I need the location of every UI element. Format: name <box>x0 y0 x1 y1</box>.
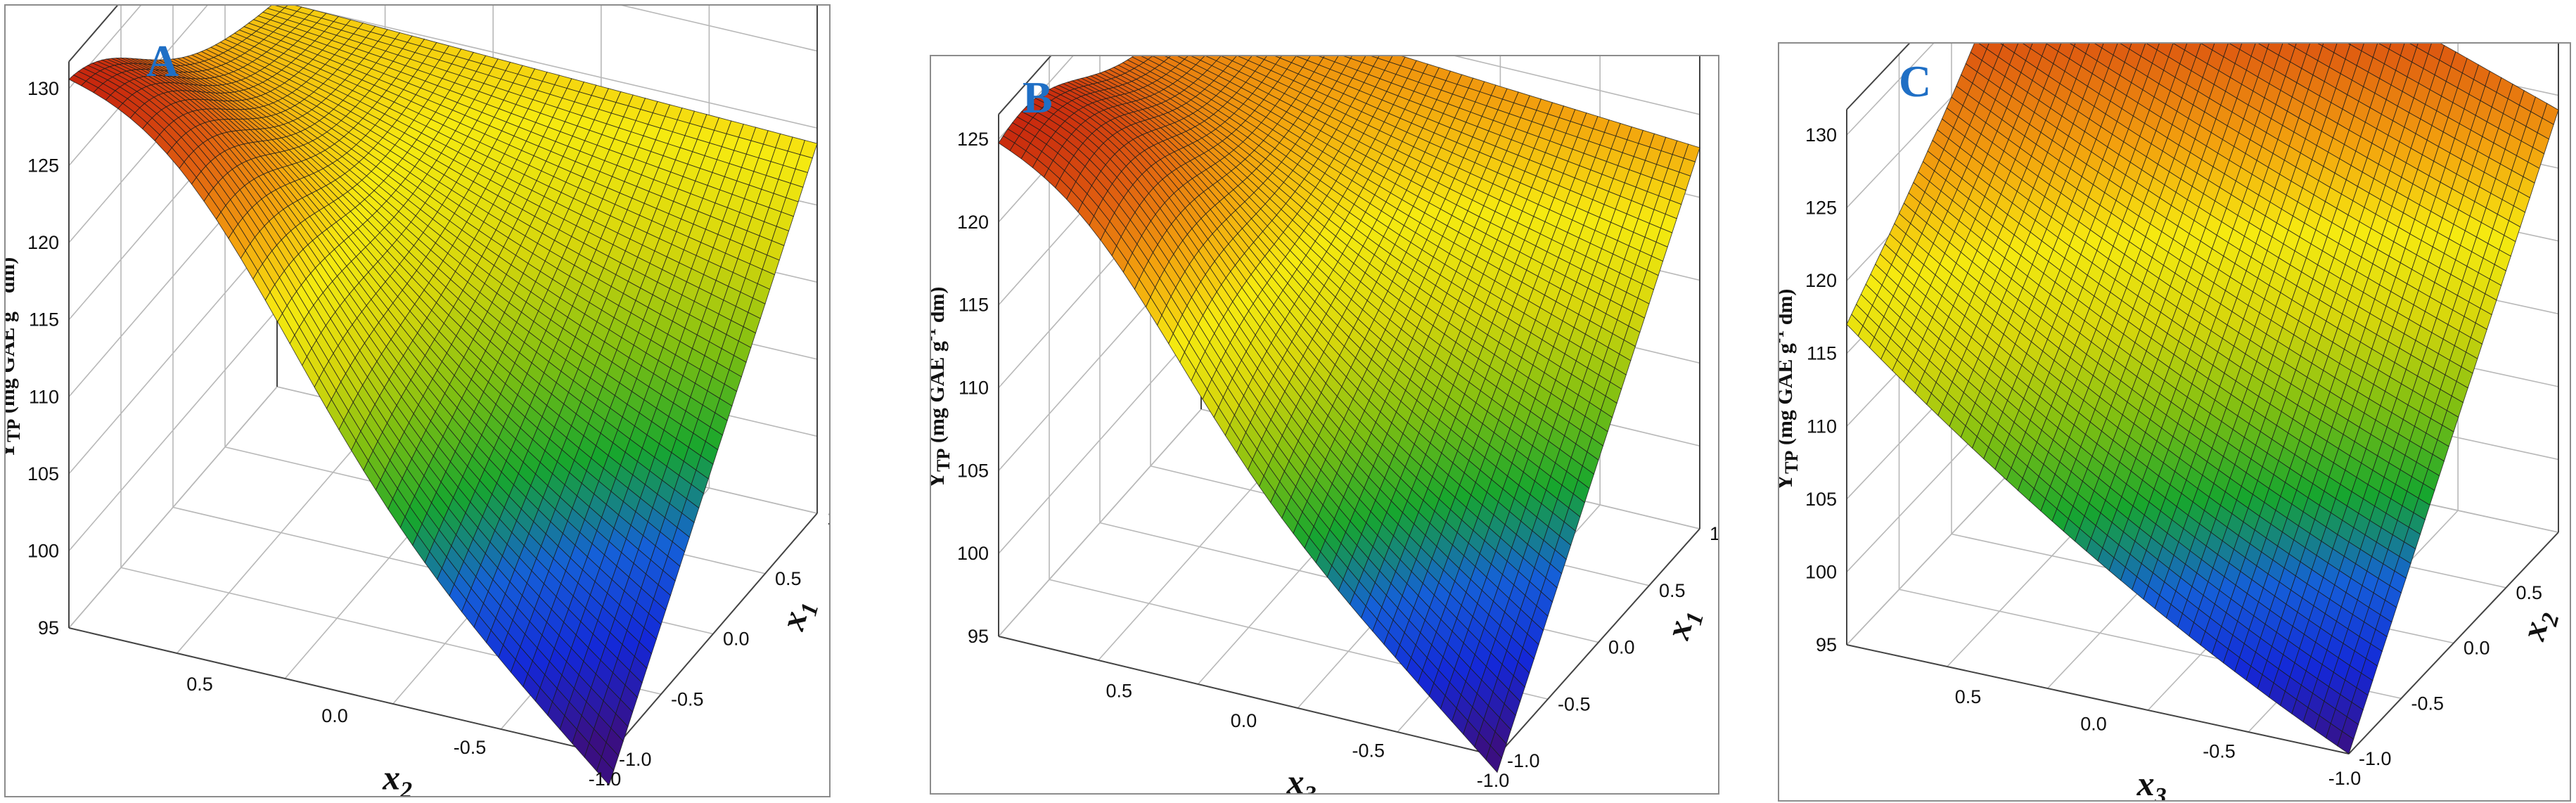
gridline <box>292 6 818 129</box>
z-axis-title: YTP (mg GAE g-1 dm) <box>931 287 954 489</box>
x-tick-label: 0.5 <box>186 674 213 695</box>
z-tick-label: 100 <box>957 543 989 564</box>
gridline <box>620 6 818 52</box>
ticks: 95 100 105 110 115 120 125 130 0.5 0.0 -0.5 -1.0-1.… <box>27 78 829 790</box>
y-axis-title: x1 <box>772 595 824 636</box>
chart-panel-b: 95 100 105 110 115 120 125 0.5 0.0 -0.5 -1.0 -1.0 -0… <box>930 55 1719 795</box>
x-tick-label: -0.5 <box>454 737 487 758</box>
axis-edge <box>68 627 610 755</box>
z-tick-label: 125 <box>957 129 989 150</box>
panel-label: A <box>146 36 179 86</box>
axis-edge <box>1846 644 2350 754</box>
x-tick-label: -1.0 <box>1477 770 1510 791</box>
x-tick-label: 0.0 <box>321 705 348 726</box>
y-tick-label: 0.5 <box>775 568 802 589</box>
z-tick-label: 110 <box>29 386 59 407</box>
z-tick-label: 120 <box>27 232 59 253</box>
chart-panel-a: 95 100 105 110 115 120 125 130 0.5 0.0 -0.5 -1.0 -1.… <box>4 4 831 797</box>
axis-edge <box>608 513 818 755</box>
z-tick-label: 115 <box>959 295 989 316</box>
panel-label: B <box>1023 72 1053 122</box>
surface-facet <box>596 756 615 786</box>
z-tick-label: 95 <box>38 617 59 638</box>
axis-edge <box>2348 532 2559 754</box>
z-tick-label: 125 <box>27 155 59 176</box>
y-tick-label: 0.0 <box>1608 637 1635 658</box>
z-tick-label: 105 <box>27 463 59 484</box>
y-tick-label: 0.5 <box>1659 580 1686 601</box>
chart-panel-c: 95 100 105 110 115 120 125 130 0.5 0.0 -0.5 -1.0 -1.… <box>1778 42 2571 802</box>
y-axis-title: x1 <box>1657 604 1709 645</box>
x-tick-label: 0.5 <box>1106 681 1132 702</box>
ticks: 95 100 105 110 115 120 125 0.5 0.0 -0.5 -1.0-1.0 -0… <box>957 129 1718 791</box>
z-axis-title: YTP (mg GAE g-1 dm) <box>6 257 24 460</box>
z-tick-label: 120 <box>957 212 989 233</box>
x-tick-label: -0.5 <box>1352 740 1385 762</box>
y-tick-label: 1.0 <box>827 508 829 529</box>
y-tick-label: -0.5 <box>671 688 704 709</box>
z-tick-label: 130 <box>27 78 59 99</box>
y-tick-label: -0.5 <box>1558 693 1591 714</box>
gridline <box>1846 44 1935 136</box>
z-tick-label: 110 <box>959 378 989 399</box>
gridline <box>1454 56 1700 115</box>
z-tick-label: 115 <box>29 309 59 330</box>
x-tick-label: 0.0 <box>1231 710 1257 731</box>
chart-a: 95 100 105 110 115 120 125 130 0.5 0.0 -0.5 -1.0-1.… <box>6 6 829 796</box>
surface <box>1846 44 2559 754</box>
z-tick-label: 95 <box>968 626 989 647</box>
z-tick-label: 105 <box>957 460 989 481</box>
x-tick-label: -1.0 <box>589 769 622 790</box>
gridline <box>68 6 141 89</box>
axis-edge <box>68 6 119 63</box>
z-tick-label: 100 <box>27 540 59 561</box>
x-axis-title: x3 <box>1286 762 1316 793</box>
axis-edge <box>998 56 1052 115</box>
y-tick-label: -1.0 <box>619 749 652 770</box>
surface <box>998 56 1700 773</box>
axis-edge <box>1497 528 1700 757</box>
x-axis-title: x2 <box>382 758 412 796</box>
y-tick-label: 0.0 <box>723 629 750 650</box>
axis-edge <box>998 636 1498 757</box>
chart-c: 951001051101151201251300.50.0-0.5-1.0-1.… <box>1779 44 2570 800</box>
chart-b: 95 100 105 110 115 120 125 0.5 0.0 -0.5 -1.0-1.0 -0… <box>931 56 1718 793</box>
axis-labels: YTP (mg GAE g-1 dm) x2 x1 <box>6 257 824 796</box>
surface <box>68 6 818 786</box>
surface-facet <box>1485 745 1503 773</box>
y-tick-label: 1.0 <box>1710 523 1718 544</box>
y-tick-label: -1.0 <box>1507 750 1540 771</box>
axis-edge <box>1846 44 1911 110</box>
